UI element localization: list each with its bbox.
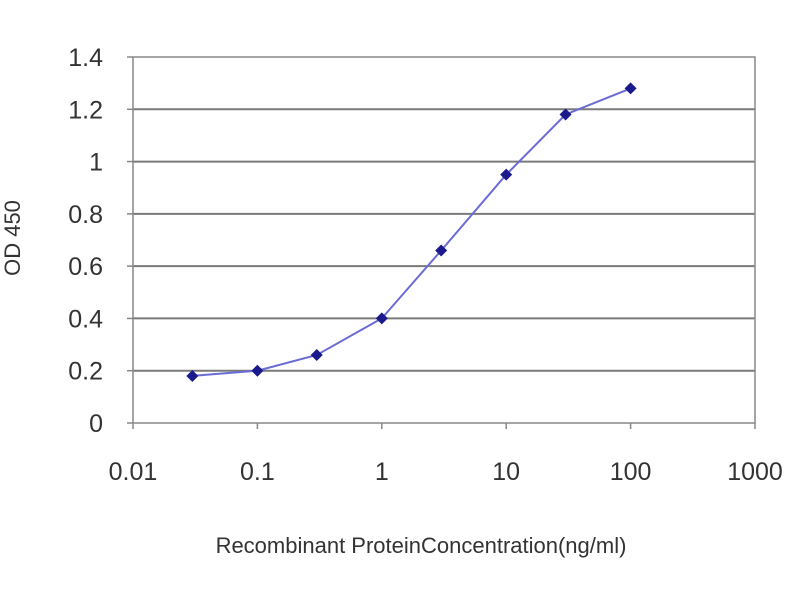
y-tick-label: 0.6 <box>68 253 103 281</box>
x-tick-label: 100 <box>610 458 652 486</box>
y-tick-label: 1.4 <box>68 44 103 72</box>
x-tick-label: 0.01 <box>109 458 158 486</box>
y-tick-label: 1.2 <box>68 96 103 124</box>
x-tick-label: 10 <box>492 458 520 486</box>
y-tick-label: 1 <box>89 149 103 177</box>
data-point <box>559 108 572 121</box>
y-tick-label: 0 <box>89 410 103 438</box>
data-point <box>310 349 323 362</box>
y-axis-ticks: 0 0.2 0.4 0.6 0.8 1 1.2 1.4 <box>68 44 133 438</box>
data-point <box>624 82 637 95</box>
data-point <box>186 369 199 382</box>
data-point <box>251 364 264 377</box>
x-tick-label: 0.1 <box>240 458 275 486</box>
series-layer <box>186 82 637 382</box>
x-axis-ticks: 0.01 0.1 1 10 100 1000 <box>109 423 783 486</box>
data-point <box>375 312 388 325</box>
grid-lines <box>133 108 755 372</box>
data-point <box>435 244 448 257</box>
y-tick-label: 0.4 <box>68 305 103 333</box>
x-axis-title: Recombinant ProteinConcentration(ng/ml) <box>216 533 627 558</box>
y-tick-label: 0.2 <box>68 358 103 386</box>
plot-area <box>132 56 756 424</box>
y-axis-title: OD 450 <box>0 200 25 276</box>
y-tick-label: 0.8 <box>68 201 103 229</box>
x-tick-label: 1000 <box>727 458 783 486</box>
data-point <box>500 168 513 181</box>
series-line <box>192 87 631 377</box>
x-tick-label: 1 <box>375 458 389 486</box>
